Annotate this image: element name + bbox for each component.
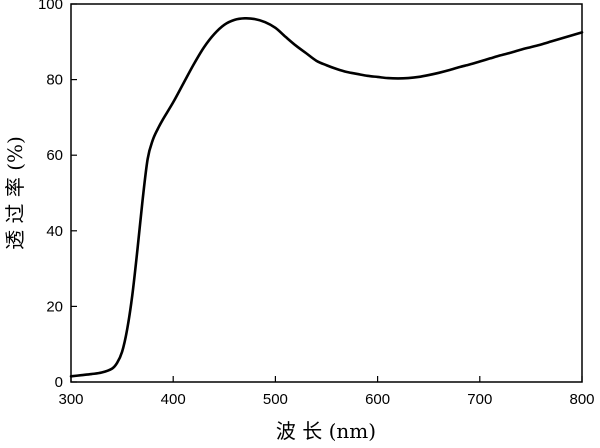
y-tick-label: 20	[46, 298, 63, 315]
y-tick-label: 40	[46, 223, 63, 240]
y-tick-label: 80	[46, 72, 63, 89]
y-axis-title: 透 过 率 (%)	[3, 136, 27, 250]
x-tick-label: 700	[467, 391, 492, 408]
x-tick-label: 300	[58, 391, 83, 408]
y-tick-label: 100	[38, 0, 63, 13]
y-axis: 0 20 40 60 80 100	[38, 0, 77, 391]
y-tick-label: 60	[46, 147, 63, 164]
series-line	[69, 17, 584, 378]
x-tick-label: 800	[569, 391, 594, 408]
x-tick-label: 600	[365, 391, 390, 408]
x-tick-label: 400	[161, 391, 186, 408]
x-tick-label: 500	[263, 391, 288, 408]
x-axis-title: 波 长 (nm)	[276, 419, 376, 443]
y-tick-label: 0	[55, 374, 63, 391]
x-axis: 300 400 500 600 700 800	[58, 376, 595, 408]
plot-frame	[70, 3, 583, 383]
